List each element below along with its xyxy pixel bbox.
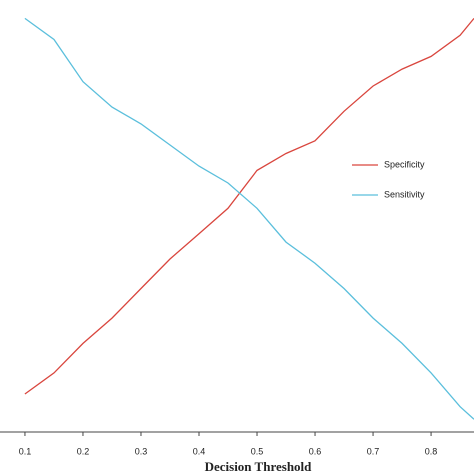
- x-axis-title: Decision Threshold: [205, 459, 313, 474]
- x-tick-label: 0.5: [251, 446, 264, 456]
- x-tick-label: 0.8: [425, 446, 438, 456]
- x-tick-label: 0.4: [193, 446, 206, 456]
- line: [24, 17, 474, 420]
- x-tick-label: 0.6: [309, 446, 322, 456]
- line: [24, 17, 474, 395]
- x-tick-label: 0.7: [367, 446, 380, 456]
- legend-label: Sensitivity: [384, 189, 425, 199]
- x-tick-label: 0.3: [135, 446, 148, 456]
- legend-label: Specificity: [384, 159, 425, 169]
- x-tick-label: 0.2: [77, 446, 90, 456]
- x-tick-label: 0.1: [19, 446, 32, 456]
